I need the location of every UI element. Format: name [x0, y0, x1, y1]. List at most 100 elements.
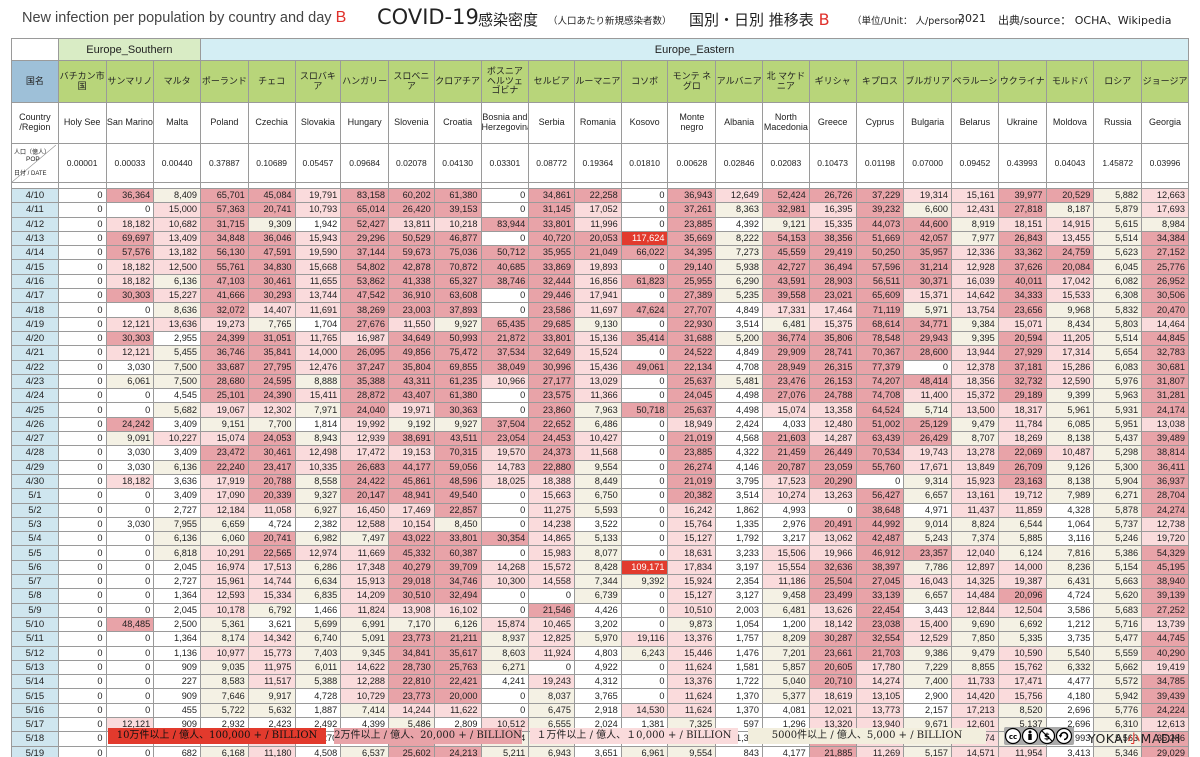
value-cell: 22,880: [528, 459, 575, 475]
value-cell: 38,049: [480, 359, 530, 375]
date-cell: 4/25: [11, 402, 59, 418]
value-cell: 36,943: [667, 187, 717, 204]
value-cell: 4,724: [247, 516, 296, 533]
table-row: 4/14 0 57,576 13,182 56,130 47,591 19,590 37,14…: [11, 245, 1189, 261]
value-cell: 0: [620, 416, 669, 433]
value-cell: 0: [105, 531, 155, 547]
date-cell: 4/30: [11, 473, 59, 490]
value-cell: 0: [57, 345, 107, 361]
value-cell: 0: [480, 516, 530, 533]
value-cell: 42,057: [903, 230, 953, 247]
value-cell: 4,568: [715, 431, 763, 447]
country-jp-name: ポーランド: [200, 60, 249, 103]
date-cell: 5/5: [11, 545, 59, 561]
value-cell: 15,000: [153, 202, 202, 218]
value-cell: 5,593: [573, 502, 622, 518]
value-cell: 22,857: [433, 502, 482, 518]
value-cell: 3,409: [153, 445, 202, 461]
value-cell: 7,786: [903, 559, 953, 576]
value-cell: 6,124: [997, 545, 1047, 561]
value-cell: 5,832: [1093, 302, 1143, 318]
value-cell: 28,680: [200, 373, 249, 390]
value-cell: 0: [105, 588, 155, 604]
value-cell: 9,927: [433, 416, 482, 433]
value-cell: 20,788: [247, 473, 296, 490]
value-cell: 6,290: [715, 273, 763, 290]
value-cell: 19,387: [997, 574, 1047, 590]
table-row: 4/27 0 9,091 10,227 15,074 24,053 8,943 12,939 3…: [11, 431, 1189, 447]
value-cell: 23,038: [855, 616, 905, 633]
value-cell: 0: [620, 187, 669, 204]
value-cell: 35,841: [247, 345, 296, 361]
country-population: 1.45872: [1093, 143, 1143, 183]
value-cell: 24,595: [247, 373, 296, 390]
value-cell: 10,682: [153, 216, 202, 232]
value-cell: 43,022: [388, 531, 435, 547]
value-cell: 36,411: [1141, 459, 1189, 475]
value-cell: 39,153: [433, 202, 482, 218]
value-cell: 8,583: [200, 674, 249, 690]
value-cell: 25,637: [667, 402, 717, 418]
value-cell: 6,657: [903, 588, 953, 604]
value-cell: 11,784: [997, 416, 1047, 433]
value-cell: 15,923: [951, 473, 999, 490]
country-jp-name: アルバニア: [715, 60, 763, 103]
table-row: 4/25 0 0 5,682 19,067 12,302 7,971 24,040 19,971…: [11, 402, 1189, 418]
value-cell: 0: [105, 702, 155, 718]
value-cell: 2,157: [903, 702, 953, 718]
value-cell: 5,481: [715, 373, 763, 390]
value-cell: 0: [620, 545, 669, 561]
value-cell: 3,197: [715, 559, 763, 576]
value-cell: 14,268: [480, 559, 530, 576]
value-cell: 6,692: [997, 616, 1047, 633]
value-cell: 3,621: [247, 616, 296, 633]
value-cell: 6,991: [340, 616, 390, 633]
value-cell: 117,624: [620, 230, 669, 247]
value-cell: 6,431: [1045, 574, 1095, 590]
value-cell: 12,613: [1141, 716, 1189, 733]
value-cell: 5,514: [1093, 330, 1143, 347]
value-cell: 5,133: [573, 531, 622, 547]
country-population: 0.01810: [620, 143, 669, 183]
value-cell: 4,477: [1045, 674, 1095, 690]
value-cell: 0: [903, 359, 953, 375]
country-jp-name: モルドバ: [1045, 60, 1095, 103]
value-cell: 5,722: [200, 702, 249, 718]
value-cell: 5,683: [1093, 602, 1143, 618]
value-cell: 7,989: [1045, 488, 1095, 504]
value-cell: 6,243: [620, 645, 669, 661]
value-cell: 23,575: [528, 388, 575, 404]
value-cell: 3,514: [715, 316, 763, 332]
value-cell: 20,382: [667, 488, 717, 504]
value-cell: 8,888: [294, 373, 342, 390]
value-cell: 8,187: [1045, 202, 1095, 218]
value-cell: 0: [57, 216, 107, 232]
value-cell: 6,486: [573, 416, 622, 433]
country-en-name: Romania: [573, 102, 622, 144]
value-cell: 22,810: [388, 674, 435, 690]
value-cell: 24,453: [528, 431, 575, 447]
group-europe-southern: Europe_Southern: [57, 38, 202, 61]
value-cell: 5,857: [762, 659, 810, 676]
value-cell: 0: [620, 459, 669, 475]
value-cell: 29,943: [903, 330, 953, 347]
value-cell: 5,346: [1093, 745, 1143, 757]
value-cell: 53,862: [340, 273, 390, 290]
value-cell: 0: [57, 716, 107, 733]
country-en-name: Slovakia: [294, 102, 342, 144]
value-cell: 0: [57, 288, 107, 304]
table-row: 4/23 0 6,061 7,500 28,680 24,595 8,888 35,388 43…: [11, 373, 1189, 390]
value-cell: 17,090: [200, 488, 249, 504]
value-cell: 13,455: [1045, 230, 1095, 247]
value-cell: 44,992: [855, 516, 905, 533]
value-cell: 43,311: [388, 373, 435, 390]
value-cell: 0: [480, 202, 530, 218]
value-cell: 1,054: [715, 616, 763, 633]
value-cell: 12,825: [528, 631, 575, 647]
value-cell: 0: [105, 602, 155, 618]
value-cell: 11,622: [433, 702, 482, 718]
table-row: 5/6 0 0 2,045 16,974 17,513 6,286 17,348 40,279 3…: [11, 559, 1189, 576]
value-cell: 6,085: [1045, 416, 1095, 433]
value-cell: 17,472: [340, 445, 390, 461]
value-cell: 13,849: [951, 459, 999, 475]
